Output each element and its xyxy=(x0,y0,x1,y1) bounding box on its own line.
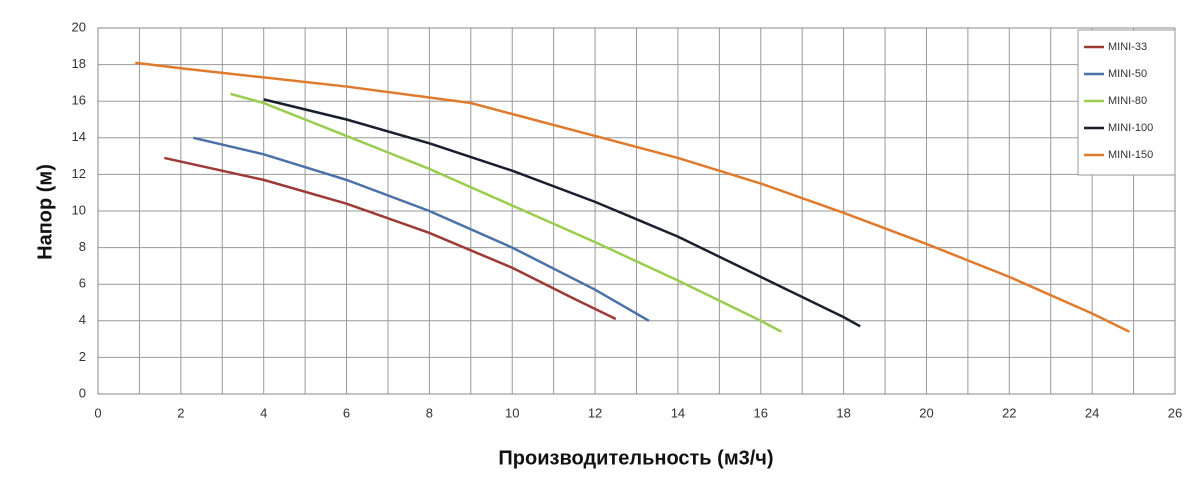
y-tick-label: 18 xyxy=(72,56,86,71)
legend-label: MINI-150 xyxy=(1108,149,1153,161)
y-tick-label: 2 xyxy=(79,349,86,364)
legend-label: MINI-100 xyxy=(1108,122,1153,134)
x-tick-label: 14 xyxy=(671,405,685,420)
series-line xyxy=(164,156,617,321)
y-tick-label: 4 xyxy=(79,312,86,327)
y-tick-label: 6 xyxy=(79,276,86,291)
series-line xyxy=(263,98,861,328)
x-tick-label: 8 xyxy=(426,405,433,420)
y-axis-title: Напор (м) xyxy=(34,164,56,260)
series-line xyxy=(192,136,650,322)
y-tick-label: 8 xyxy=(79,239,86,254)
x-tick-label: 12 xyxy=(588,405,602,420)
x-tick-label: 26 xyxy=(1168,405,1182,420)
legend-label: MINI-33 xyxy=(1108,41,1147,53)
y-tick-label: 14 xyxy=(72,129,86,144)
y-tick-label: 20 xyxy=(72,19,86,34)
x-tick-label: 2 xyxy=(177,405,184,420)
legend-label: MINI-50 xyxy=(1108,68,1147,80)
series-line xyxy=(230,92,783,333)
y-tick-label: 10 xyxy=(72,202,86,217)
series-line xyxy=(135,61,1130,333)
y-tick-label: 16 xyxy=(72,93,86,108)
legend-box xyxy=(1077,29,1176,176)
plot-border xyxy=(97,27,1176,395)
x-axis-title: Производительность (м3/ч) xyxy=(498,447,773,469)
x-tick-label: 20 xyxy=(919,405,933,420)
y-tick-label: 0 xyxy=(79,385,86,400)
x-tick-label: 22 xyxy=(1002,405,1016,420)
x-tick-label: 18 xyxy=(836,405,850,420)
x-tick-label: 6 xyxy=(343,405,350,420)
x-tick-label: 16 xyxy=(754,405,768,420)
x-tick-label: 24 xyxy=(1085,405,1099,420)
y-tick-label: 12 xyxy=(72,166,86,181)
x-tick-label: 4 xyxy=(260,405,267,420)
x-tick-label: 0 xyxy=(94,405,101,420)
legend-label: MINI-80 xyxy=(1108,95,1147,107)
x-tick-label: 10 xyxy=(505,405,519,420)
